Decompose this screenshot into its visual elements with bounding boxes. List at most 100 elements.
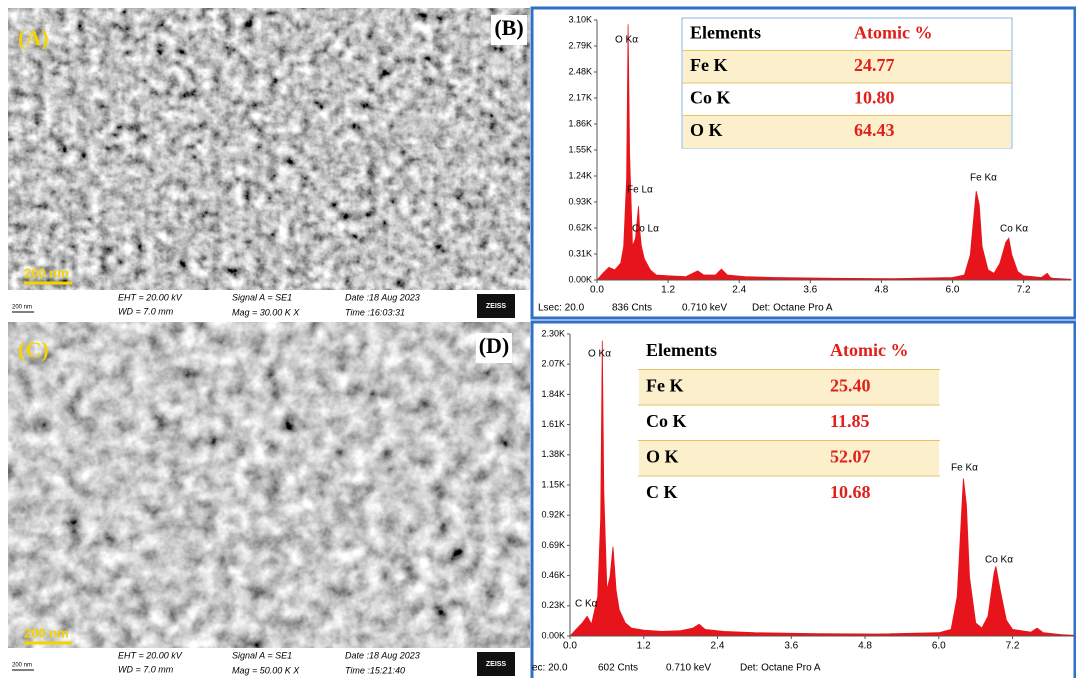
info-wd: WD = 7.0 mm bbox=[118, 306, 174, 316]
table-value: 10.80 bbox=[854, 87, 895, 107]
y-tick-label: 2.79K bbox=[568, 40, 592, 50]
info-signal: Signal A = SE1 bbox=[232, 650, 292, 660]
y-tick-label: 1.61K bbox=[541, 419, 565, 429]
peak-label: Fe Kα bbox=[970, 173, 997, 184]
footer-text: Lsec: 20.0 bbox=[538, 303, 585, 314]
scale-bar-label: 200 nm bbox=[24, 265, 69, 280]
x-tick-label: 6.0 bbox=[932, 641, 946, 652]
peak-label: Co Kα bbox=[985, 555, 1013, 566]
sem-image bbox=[8, 322, 530, 648]
x-tick-label: 6.0 bbox=[946, 285, 960, 296]
y-tick-label: 0.46K bbox=[541, 570, 565, 580]
x-tick-label: 1.2 bbox=[661, 285, 675, 296]
figure: (A) 200 nm 200 nm EHT = 20.00 kV WD = 7.0 mm… bbox=[0, 0, 1076, 678]
sem-image bbox=[8, 8, 530, 290]
table-element: O K bbox=[646, 446, 679, 466]
table-header: Elements bbox=[646, 340, 717, 360]
panel-label: (A) bbox=[18, 25, 49, 50]
footer-text: 836 Cnts bbox=[612, 303, 652, 314]
x-tick-label: 7.2 bbox=[1006, 641, 1020, 652]
y-tick-label: 0.62K bbox=[568, 222, 592, 232]
panel-label: (D) bbox=[479, 333, 510, 358]
info-time: Time :15:21:40 bbox=[345, 665, 405, 675]
y-tick-label: 0.00K bbox=[541, 630, 565, 640]
footer-text: 0.710 keV bbox=[666, 663, 711, 674]
table-row-bg bbox=[683, 116, 1011, 149]
y-tick-label: 1.24K bbox=[568, 170, 592, 180]
y-tick-label: 1.38K bbox=[541, 449, 565, 459]
y-tick-label: 3.10K bbox=[568, 14, 592, 24]
y-tick-label: 1.55K bbox=[568, 144, 592, 154]
table-element: Co K bbox=[646, 411, 687, 431]
peak-label: Co Lα bbox=[632, 224, 659, 235]
panel-label: (C) bbox=[18, 337, 49, 362]
table-header: Atomic % bbox=[854, 22, 932, 42]
y-tick-label: 2.48K bbox=[568, 66, 592, 76]
info-date: Date :18 Aug 2023 bbox=[345, 292, 420, 302]
y-tick-label: 2.30K bbox=[541, 328, 565, 338]
y-tick-label: 0.93K bbox=[568, 196, 592, 206]
table-element: Fe K bbox=[646, 375, 684, 395]
table-value: 25.40 bbox=[830, 375, 871, 395]
x-tick-label: 3.6 bbox=[803, 285, 817, 296]
peak-label: Fe Kα bbox=[951, 463, 978, 474]
y-tick-label: 0.23K bbox=[541, 600, 565, 610]
x-tick-label: 4.8 bbox=[858, 641, 872, 652]
peak-label: C Kα bbox=[575, 599, 598, 610]
tiny-scale: 200 nm bbox=[12, 305, 32, 311]
brand: ZEISS bbox=[486, 303, 507, 310]
table-element: O K bbox=[690, 120, 723, 140]
table-row-bg bbox=[683, 51, 1011, 84]
y-tick-label: 2.07K bbox=[541, 359, 565, 369]
table-value: 11.85 bbox=[830, 411, 870, 431]
table-header: Elements bbox=[690, 22, 761, 42]
info-mag: Mag = 50.00 K X bbox=[232, 665, 300, 675]
table-value: 52.07 bbox=[830, 446, 871, 466]
scale-bar-label: 200 nm bbox=[24, 625, 69, 640]
y-tick-label: 0.31K bbox=[568, 248, 592, 258]
y-tick-label: 1.86K bbox=[568, 118, 592, 128]
table-value: 64.43 bbox=[854, 120, 895, 140]
peak-label: O Kα bbox=[588, 349, 611, 360]
y-tick-label: 1.84K bbox=[541, 389, 565, 399]
peak-label: Fe Lα bbox=[627, 185, 653, 196]
table-row-bg bbox=[639, 441, 939, 477]
info-wd: WD = 7.0 mm bbox=[118, 664, 174, 674]
info-signal: Signal A = SE1 bbox=[232, 292, 292, 302]
table-value: 10.68 bbox=[830, 482, 871, 502]
y-tick-label: 0.69K bbox=[541, 540, 565, 550]
x-tick-label: 1.2 bbox=[637, 641, 651, 652]
x-tick-label: 3.6 bbox=[784, 641, 798, 652]
table-row-bg bbox=[639, 370, 939, 406]
table-element: Co K bbox=[690, 87, 731, 107]
x-tick-label: 0.0 bbox=[563, 641, 577, 652]
tiny-scale: 200 nm bbox=[12, 663, 32, 669]
info-mag: Mag = 30.00 K X bbox=[232, 307, 300, 317]
y-tick-label: 2.17K bbox=[568, 92, 592, 102]
footer-text: Det: Octane Pro A bbox=[740, 663, 821, 674]
table-element: Fe K bbox=[690, 55, 728, 75]
x-tick-label: 7.2 bbox=[1017, 285, 1031, 296]
y-tick-label: 1.15K bbox=[541, 479, 565, 489]
info-time: Time :16:03:31 bbox=[345, 307, 405, 317]
table-value: 24.77 bbox=[854, 55, 895, 75]
info-eht: EHT = 20.00 kV bbox=[118, 650, 183, 660]
info-date: Date :18 Aug 2023 bbox=[345, 650, 420, 660]
y-tick-label: 0.92K bbox=[541, 510, 565, 520]
footer-text: 0.710 keV bbox=[682, 303, 727, 314]
brand: ZEISS bbox=[486, 661, 507, 668]
y-tick-label: 0.00K bbox=[568, 274, 592, 284]
x-tick-label: 2.4 bbox=[711, 641, 725, 652]
footer-text: ec: 20.0 bbox=[532, 663, 568, 674]
x-tick-label: 4.8 bbox=[874, 285, 888, 296]
peak-label: Co Kα bbox=[1000, 224, 1028, 235]
peak-label: O Kα bbox=[615, 35, 638, 46]
x-tick-label: 2.4 bbox=[732, 285, 746, 296]
footer-text: Det: Octane Pro A bbox=[752, 303, 833, 314]
table-header: Atomic % bbox=[830, 340, 908, 360]
panel-label: (B) bbox=[494, 15, 523, 40]
info-eht: EHT = 20.00 kV bbox=[118, 292, 183, 302]
x-tick-label: 0.0 bbox=[590, 285, 604, 296]
table-element: C K bbox=[646, 482, 678, 502]
footer-text: 602 Cnts bbox=[598, 663, 638, 674]
